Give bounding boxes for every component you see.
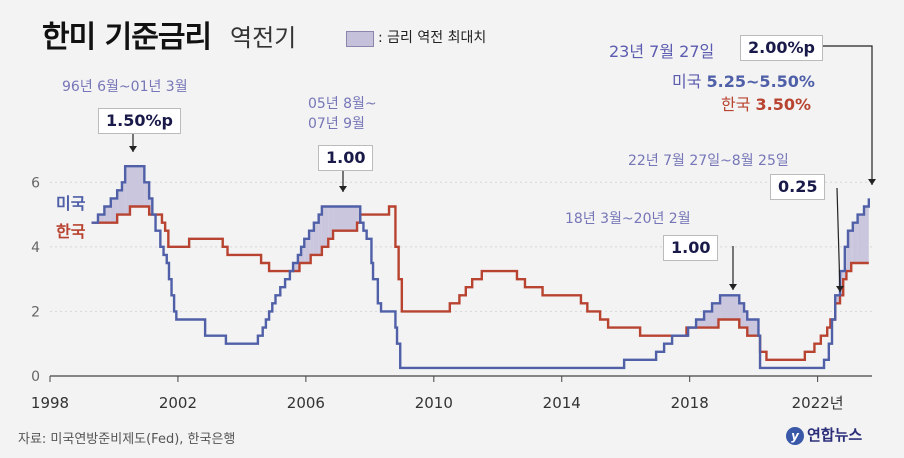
gap-fill — [846, 247, 848, 271]
annotation-kr-prefix: 한국 — [721, 95, 750, 114]
series-label-us: 미국 — [56, 190, 85, 214]
gap-fill — [718, 303, 720, 319]
x-tick-label: 2002 — [159, 394, 197, 412]
gap-fill — [299, 255, 301, 263]
arrow-head — [729, 284, 737, 290]
logo-mark: y — [786, 427, 804, 445]
x-tick-label: 2018 — [671, 394, 709, 412]
x-tick-label: 2010 — [415, 394, 453, 412]
gap-fill — [311, 231, 314, 255]
series-kr-line — [92, 207, 869, 360]
y-tick-label: 2 — [31, 304, 40, 320]
annotation-kr-rate: 한국 3.50% — [721, 91, 811, 115]
gap-fill — [747, 320, 758, 336]
y-tick-label: 4 — [31, 240, 40, 256]
annotation-kr-value: 3.50% — [756, 95, 812, 114]
annotation-value-2: 1.00 — [318, 145, 373, 171]
annotation-arrow — [812, 46, 872, 185]
arrow-head — [129, 146, 137, 152]
series-us-line — [92, 166, 869, 368]
gap-fill — [851, 231, 853, 263]
annotation-period-2b: 07년 9월 — [308, 113, 365, 133]
annotation-us-rate: 미국 5.25~5.50% — [672, 68, 815, 92]
annotation-us-prefix: 미국 — [672, 72, 701, 91]
annotation-date-5: 23년 7월 27일 — [609, 38, 714, 62]
gap-fill — [720, 295, 739, 319]
arrow-head — [339, 186, 347, 192]
x-tick-label: 2022년 — [792, 394, 844, 412]
gap-fill — [333, 207, 357, 231]
x-tick-label: 2006 — [287, 394, 325, 412]
annotation-period-4: 22년 7월 27일~8월 25일 — [628, 150, 789, 170]
arrow-head — [868, 179, 876, 185]
y-tick-label: 6 — [31, 175, 40, 191]
y-tick-label: 0 — [31, 369, 40, 385]
source-note: 자료: 미국연방준비제도(Fed), 한국은행 — [18, 428, 235, 447]
annotation-period-3: 18년 3월~20년 2월 — [565, 208, 691, 228]
annotation-value-1: 1.50%p — [98, 108, 181, 134]
annotation-us-value: 5.25~5.50% — [707, 72, 815, 91]
x-tick-label: 2014 — [543, 394, 581, 412]
gap-fill — [130, 166, 144, 206]
annotation-arrow — [837, 188, 840, 292]
annotation-period-1: 96년 6월~01년 3월 — [62, 76, 188, 96]
annotation-value-5: 2.00%p — [740, 35, 823, 61]
annotation-period-2a: 05년 8월~ — [308, 93, 377, 113]
gap-fill — [843, 271, 845, 279]
x-tick-label: 1998 — [31, 394, 69, 412]
logo-text: 연합뉴스 — [807, 426, 862, 444]
yonhap-logo: y 연합뉴스 — [786, 424, 862, 445]
series-label-kr: 한국 — [56, 218, 85, 242]
annotation-value-4: 0.25 — [770, 174, 825, 200]
annotation-value-3: 1.00 — [663, 235, 718, 261]
